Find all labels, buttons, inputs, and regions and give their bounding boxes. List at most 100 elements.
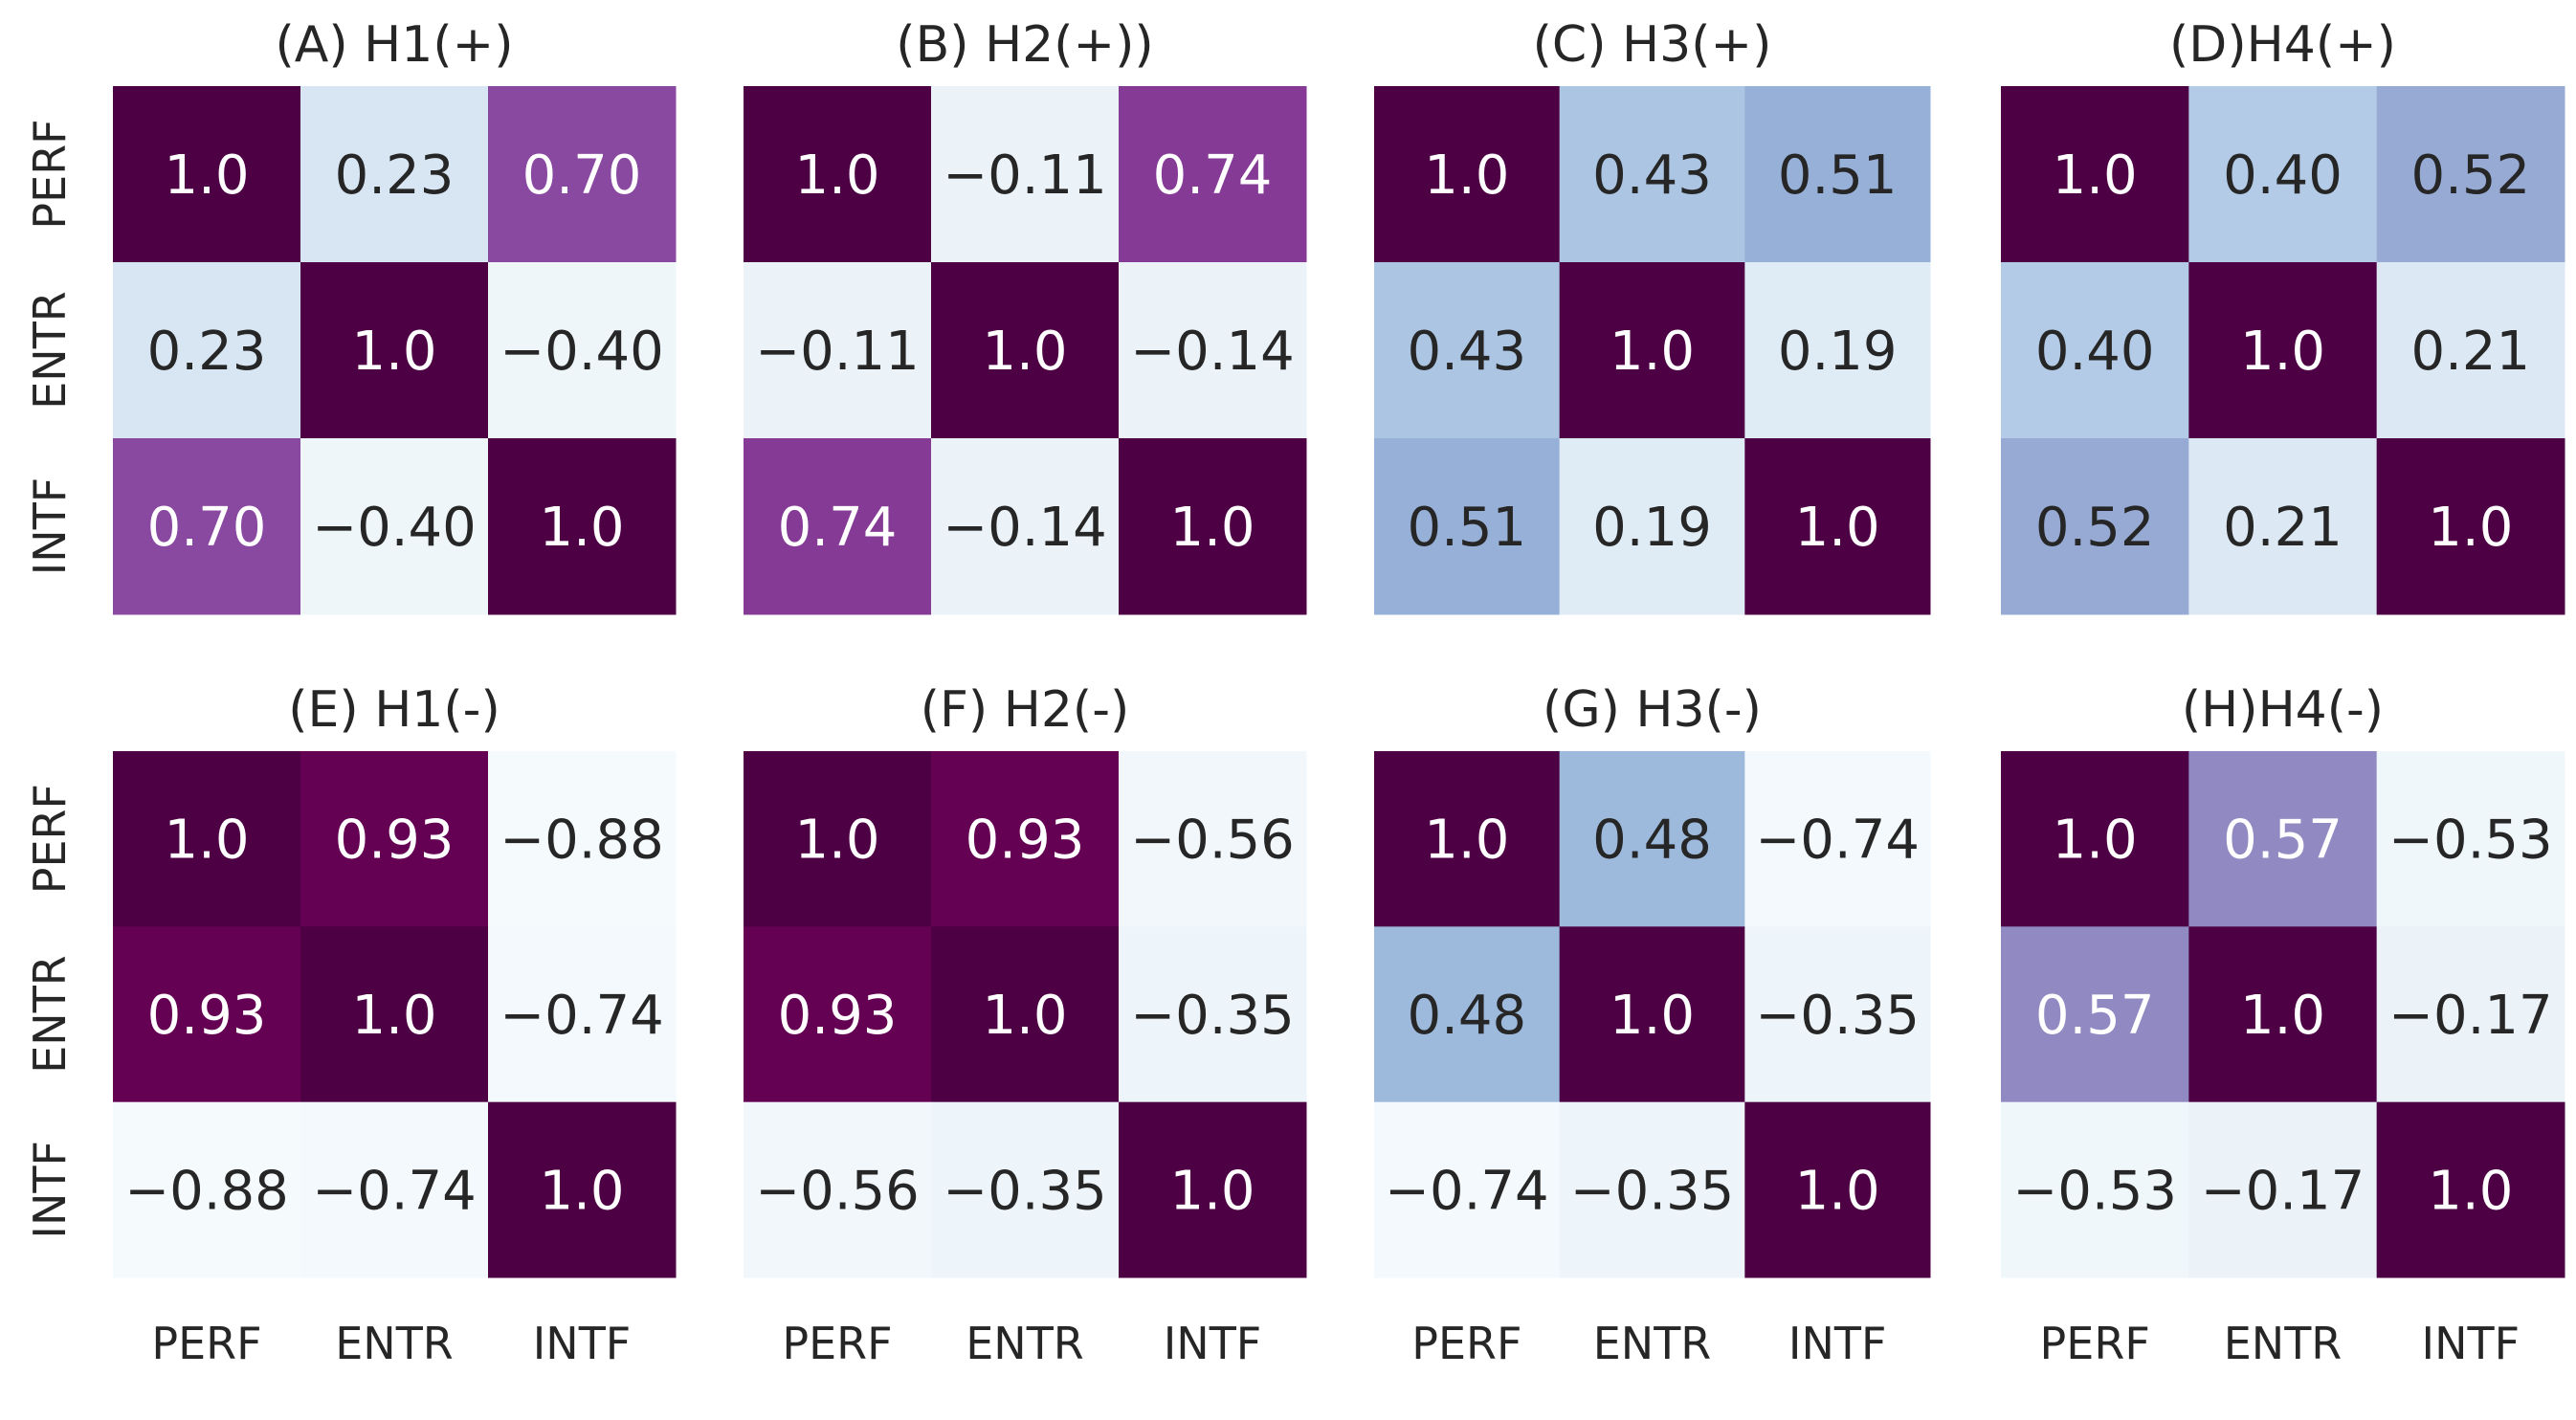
cell-value-label: 1.0 <box>1169 1160 1255 1222</box>
cell-value-label: −0.88 <box>500 810 664 872</box>
cell-value-label: 1.0 <box>1795 497 1880 559</box>
heatmap-panel: (F) H2(-) 1.0 0.93 −0.56 0.93 1.0 −0.35 −0.56 −0… <box>744 681 1307 1278</box>
heatmap-cell <box>113 262 301 439</box>
heatmap-panel: (B) H2(+))1.0 −0.11 0.74−0.11 1.0 −0.140.74−… <box>744 16 1307 615</box>
cell-value-label: 0.93 <box>778 985 898 1047</box>
cell-value-label: −0.14 <box>943 497 1107 559</box>
heatmap-cell <box>1374 751 1561 927</box>
cell-value-label: 1.0 <box>982 321 1067 383</box>
cell-value-label: −0.17 <box>2388 985 2553 1047</box>
cell-value-label: 0.74 <box>1153 144 1273 207</box>
heatmap-cell <box>1374 262 1561 439</box>
heatmap-cell <box>2001 1101 2189 1278</box>
panel-title: (D)H4(+) <box>2169 16 2396 74</box>
heatmap-cell <box>300 1101 489 1278</box>
heatmap-cell <box>744 751 932 927</box>
heatmap-cell <box>1119 926 1307 1103</box>
cell-value-label: 1.0 <box>2428 1160 2513 1222</box>
cell-value-label: 0.52 <box>2410 144 2530 207</box>
panel-title: (C) H3(+) <box>1533 16 1772 74</box>
x-tick-label: INTF <box>2422 1318 2520 1369</box>
cell-value-label: 0.40 <box>2035 321 2155 383</box>
heatmap-cell <box>300 262 489 439</box>
heatmap-cell <box>2188 1101 2378 1278</box>
heatmap-cell <box>2188 926 2378 1103</box>
cell-value-label: 1.0 <box>539 1160 624 1222</box>
heatmap-cell <box>2376 1101 2565 1278</box>
heatmap-cell <box>1744 1101 1931 1278</box>
y-tick-label: PERF <box>24 784 76 894</box>
heatmap-cell <box>2376 926 2565 1103</box>
cell-value-label: 0.51 <box>1778 144 1898 207</box>
cell-value-label: 0.21 <box>2410 321 2530 383</box>
heatmap-cell <box>1559 86 1745 263</box>
y-tick-label: ENTR <box>24 955 76 1074</box>
heatmap-cell <box>488 438 677 615</box>
heatmap-cell <box>931 1101 1120 1278</box>
heatmap-cell <box>1744 751 1931 927</box>
cell-value-label: 0.93 <box>335 810 455 872</box>
heatmap-cell <box>2188 751 2378 927</box>
cell-value-label: 1.0 <box>351 985 436 1047</box>
cell-value-label: 0.21 <box>2223 497 2343 559</box>
heatmap-cell <box>2001 262 2189 439</box>
heatmap-cell <box>488 262 677 439</box>
cell-value-label: −0.88 <box>124 1160 289 1222</box>
cell-value-label: −0.53 <box>2388 810 2553 872</box>
cell-value-label: 1.0 <box>982 985 1067 1047</box>
cell-value-label: 1.0 <box>164 810 249 872</box>
x-tick-label: PERF <box>2040 1318 2150 1369</box>
heatmap-cell <box>113 1101 301 1278</box>
heatmap-cell <box>1119 1101 1307 1278</box>
heatmap-cell <box>2188 438 2378 615</box>
panel-title: (A) H1(+) <box>275 16 513 74</box>
heatmap-cell <box>931 438 1120 615</box>
cell-value-label: 0.57 <box>2035 985 2155 1047</box>
cell-value-label: 0.70 <box>147 497 267 559</box>
cell-value-label: 1.0 <box>1610 985 1695 1047</box>
x-tick-label: ENTR <box>335 1318 454 1369</box>
cell-value-label: −0.17 <box>2201 1160 2365 1222</box>
heatmap-cell <box>1744 438 1931 615</box>
cell-value-label: 1.0 <box>2240 321 2325 383</box>
heatmap-cell <box>2376 86 2565 263</box>
heatmap-cell <box>488 751 677 927</box>
x-tick-label: ENTR <box>966 1318 1084 1369</box>
x-tick-label: PERF <box>151 1318 261 1369</box>
heatmap-panel: (E) H1(-) 1.0 0.93 −0.88 0.93 1.0 −0.74 −0.88 −0… <box>113 681 677 1278</box>
cell-value-label: 0.93 <box>147 985 267 1047</box>
heatmap-cell <box>931 751 1120 927</box>
heatmap-cell <box>300 751 489 927</box>
cell-value-label: 0.48 <box>1407 985 1526 1047</box>
heatmap-cell <box>2188 262 2378 439</box>
heatmap-cell <box>1374 926 1561 1103</box>
heatmap-cell <box>1119 262 1307 439</box>
cell-value-label: 1.0 <box>1424 144 1509 207</box>
cell-value-label: −0.11 <box>943 144 1107 207</box>
cell-value-label: −0.74 <box>1385 1160 1549 1222</box>
cell-value-label: −0.40 <box>312 497 477 559</box>
cell-value-label: 0.52 <box>2035 497 2155 559</box>
cell-value-label: 1.0 <box>1610 321 1695 383</box>
heatmap-cell <box>113 86 301 263</box>
cell-value-label: 0.19 <box>1592 497 1712 559</box>
heatmap-cell <box>1744 926 1931 1103</box>
heatmap-cell <box>300 438 489 615</box>
cell-value-label: 1.0 <box>794 810 879 872</box>
y-tick-label: INTF <box>24 477 76 576</box>
heatmap-cell <box>1744 86 1931 263</box>
y-tick-label: PERF <box>24 119 76 229</box>
heatmap-cell <box>1374 1101 1561 1278</box>
cell-value-label: 0.23 <box>147 321 267 383</box>
panel-title: (H)H4(-) <box>2182 681 2384 739</box>
x-tick-label: INTF <box>533 1318 632 1369</box>
cell-value-label: −0.56 <box>1130 810 1295 872</box>
heatmap-panel: (G) H3(-) 1.0 0.48 −0.74 0.48 1.0 −0.35 −0.74 −0… <box>1374 681 1931 1278</box>
heatmap-cell <box>1119 86 1307 263</box>
cell-value-label: −0.40 <box>500 321 664 383</box>
x-tick-label: INTF <box>1788 1318 1887 1369</box>
panel-title: (B) H2(+)) <box>896 16 1153 74</box>
cell-value-label: −0.35 <box>1570 1160 1735 1222</box>
heatmap-cell <box>2376 438 2565 615</box>
